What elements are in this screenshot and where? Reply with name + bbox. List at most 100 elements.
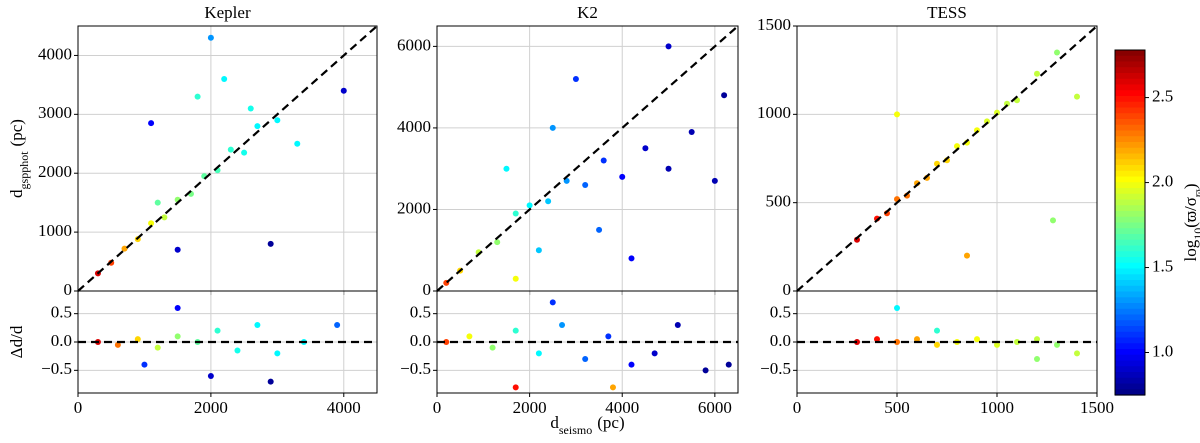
point	[443, 339, 450, 345]
point	[545, 198, 552, 205]
x-axis-label: dseismo (pc)	[550, 413, 624, 437]
y-tick-label: 4000	[38, 44, 72, 63]
point	[934, 341, 940, 348]
point	[174, 246, 181, 253]
point	[274, 350, 281, 357]
y-tick-label: 500	[766, 192, 792, 211]
point	[619, 173, 626, 180]
point	[161, 214, 168, 221]
y-axis-label: Δd/d	[7, 325, 26, 358]
panel-title: Kepler	[204, 3, 251, 22]
colorbar-tick-label: 1.5	[1152, 256, 1173, 275]
x-tick-label: 4000	[605, 398, 639, 417]
colorbar-label-part: ϖ	[1191, 189, 1200, 197]
point	[721, 92, 728, 99]
point	[674, 322, 681, 328]
y-axis-label-part: d	[7, 189, 26, 198]
colorbar-frame	[1114, 49, 1146, 396]
colorbar-segment	[1115, 291, 1145, 298]
points	[94, 305, 341, 385]
point	[572, 76, 579, 82]
colorbar-segment	[1115, 377, 1145, 385]
colorbar-segment	[1115, 205, 1145, 212]
point	[1034, 70, 1040, 77]
point	[141, 361, 148, 368]
point	[582, 356, 589, 362]
point	[512, 327, 519, 334]
x-tick-label: 1000	[980, 398, 1014, 417]
colorbar-tick-label: 2.5	[1152, 86, 1173, 105]
point	[894, 111, 900, 118]
colorbar-segment	[1115, 366, 1145, 373]
colorbar-segment	[1115, 193, 1145, 201]
y-axis-label: dgspphot (pc)	[7, 119, 31, 198]
point	[1050, 217, 1056, 224]
y-tick-label: 0.5	[770, 303, 791, 322]
x-axis-label-part: (pc)	[597, 413, 624, 432]
point	[596, 226, 603, 233]
y-tick-label: 2000	[38, 162, 72, 181]
colorbar-segment	[1115, 216, 1145, 224]
colorbar-segment	[1115, 262, 1145, 270]
colorbar-label-part: )	[1181, 183, 1200, 189]
points	[854, 305, 1080, 362]
colorbar-segment	[1115, 354, 1145, 362]
point	[221, 76, 228, 82]
y-axis-label-part: Δd/d	[7, 325, 26, 358]
point	[1014, 339, 1020, 345]
x-tick-label: 6000	[698, 398, 732, 417]
colorbar-tick-label: 1.0	[1152, 341, 1173, 360]
point	[559, 322, 566, 328]
x-tick-label: 2000	[513, 398, 547, 417]
point	[605, 333, 612, 340]
point	[688, 129, 695, 135]
colorbar-segment	[1115, 211, 1145, 218]
colorbar-segment	[1115, 101, 1145, 109]
colorbar-segment	[1115, 297, 1145, 304]
colorbar-segment	[1115, 188, 1145, 195]
y-tick-label: 0.5	[410, 303, 431, 322]
point	[494, 239, 501, 246]
point	[526, 202, 533, 209]
point	[711, 177, 718, 184]
point	[227, 146, 234, 153]
colorbar-segment	[1115, 90, 1145, 97]
colorbar-segment	[1115, 142, 1145, 149]
colorbar-segment	[1115, 268, 1145, 275]
y-tick-label: −0.5	[41, 359, 72, 378]
point	[334, 322, 341, 328]
point	[489, 344, 496, 351]
y-tick-label: 0.0	[410, 331, 431, 350]
point	[512, 384, 519, 391]
point	[466, 333, 473, 340]
colorbar-segment	[1115, 170, 1145, 178]
point	[512, 210, 519, 217]
colorbar-segment	[1115, 274, 1145, 281]
point	[174, 305, 181, 311]
colorbar-segment	[1115, 84, 1145, 91]
colorbar-segment	[1115, 67, 1145, 74]
point	[503, 165, 510, 172]
colorbar-segment	[1115, 153, 1145, 160]
y-tick-label: −0.5	[760, 359, 791, 378]
colorbar-segment	[1115, 337, 1145, 344]
colorbar-label-part: (ϖ/σ	[1181, 197, 1200, 228]
point	[267, 240, 274, 247]
point	[628, 255, 635, 262]
colorbar-segment	[1115, 331, 1145, 339]
identity-line	[436, 25, 739, 292]
point	[241, 149, 248, 156]
colorbar-segment	[1115, 343, 1145, 350]
point	[600, 157, 607, 164]
colorbar-segment	[1115, 130, 1145, 137]
colorbar-segment	[1115, 55, 1145, 63]
point	[154, 199, 161, 206]
x-tick-label: 1500	[1080, 398, 1114, 417]
point	[134, 336, 141, 343]
y-tick-label: 0.0	[51, 331, 72, 350]
colorbar-label: log10(ϖ/σϖ)	[1181, 183, 1200, 261]
colorbar-segment	[1115, 372, 1145, 379]
point	[254, 123, 261, 130]
colorbar-segment	[1115, 320, 1145, 327]
colorbar-segment	[1115, 113, 1145, 120]
